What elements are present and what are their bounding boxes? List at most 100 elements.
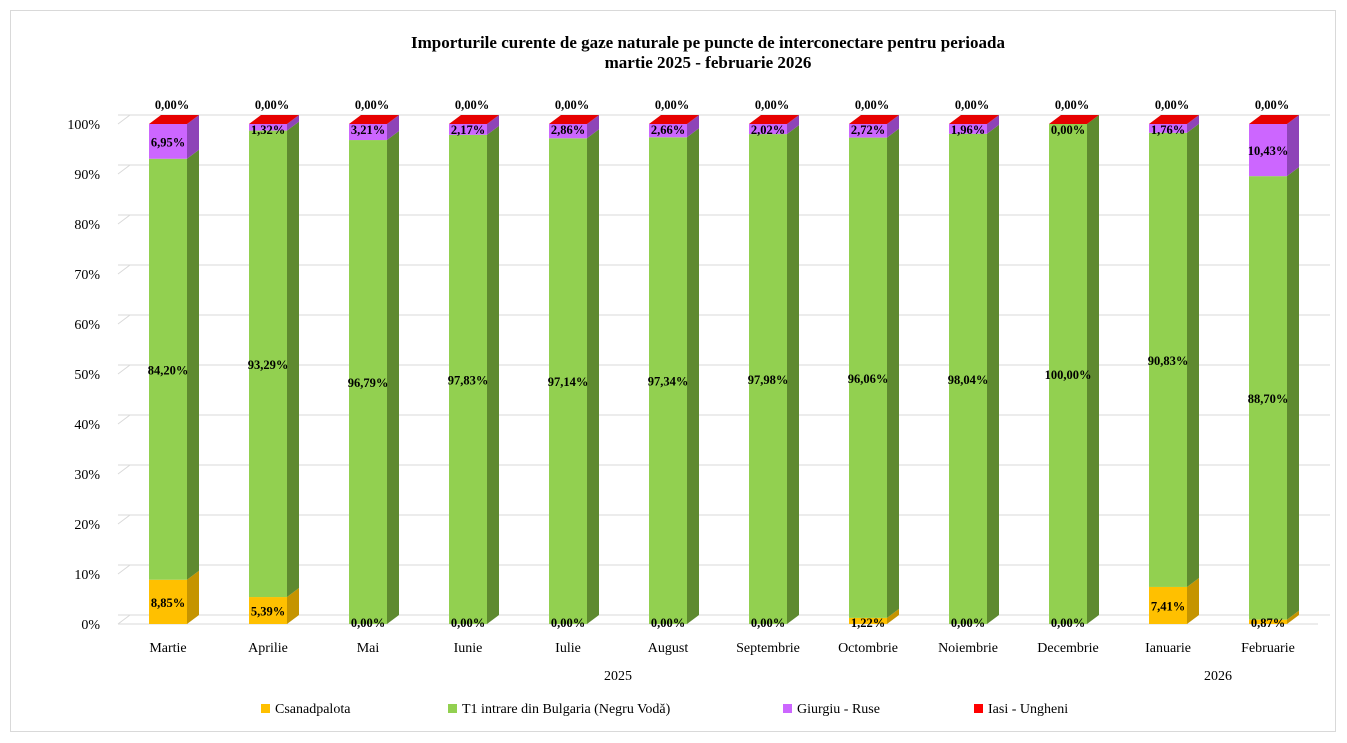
x-tick-label: Iulie [555, 641, 581, 656]
bar-side [987, 124, 999, 625]
bar-side [487, 125, 499, 624]
bar-front [649, 124, 687, 138]
bar-segment [449, 115, 499, 124]
data-label: 1,96% [951, 123, 985, 137]
data-label: 0,00% [1055, 98, 1089, 112]
data-label: 0,00% [651, 616, 685, 630]
legend-item: Giurgiu - Ruse [783, 702, 880, 717]
year-group-label: 2026 [1204, 669, 1232, 684]
gridlines [117, 114, 1330, 625]
bar-segment [949, 124, 999, 625]
legend-item: Iasi - Ungheni [974, 702, 1068, 717]
data-label: 90,83% [1148, 354, 1189, 368]
bar-front [549, 138, 587, 625]
bar-segment [1149, 115, 1199, 124]
data-label: 88,70% [1248, 392, 1289, 406]
bar-side [387, 131, 399, 625]
bar-side [287, 115, 299, 131]
bar-side [787, 125, 799, 624]
legend-label: T1 intrare din Bulgaria (Negru Vodă) [462, 702, 671, 717]
bar-segment [849, 608, 899, 624]
data-label: 0,87% [1251, 616, 1285, 630]
bar-top [749, 115, 799, 124]
data-label: 0,00% [955, 98, 989, 112]
x-tick-label: Noiembrie [938, 641, 998, 656]
gridline-depth [117, 414, 131, 425]
bar-top [949, 115, 999, 124]
x-tick-label: Mai [357, 641, 380, 656]
bar-segment [449, 115, 499, 135]
bar-segment [349, 115, 399, 124]
bar-segment [1249, 610, 1299, 624]
data-label: 0,00% [351, 616, 385, 630]
data-label: 1,32% [251, 123, 285, 137]
bar-side [1187, 123, 1199, 587]
bar-segment [949, 115, 999, 134]
legend-label: Iasi - Ungheni [988, 702, 1068, 717]
data-label: 0,00% [455, 98, 489, 112]
x-tick-label: August [648, 641, 689, 656]
year-group-label: 2025 [604, 669, 632, 684]
bar-side [187, 115, 199, 159]
bar-side [187, 570, 199, 624]
bar-segment [1149, 577, 1199, 624]
bar-segment [549, 115, 599, 139]
bar-front [249, 124, 287, 131]
bar-top [849, 115, 899, 124]
bar-front [249, 597, 287, 624]
bar-top [1249, 115, 1299, 124]
y-tick-label: 100% [67, 118, 100, 133]
bar-segment [149, 570, 199, 624]
bar-top [649, 115, 699, 124]
bar-front [949, 133, 987, 625]
data-label: 2,02% [751, 123, 785, 137]
y-tick-label: 30% [74, 468, 100, 483]
y-tick-label: 0% [81, 618, 100, 633]
bar-side [687, 128, 699, 625]
bar-side [287, 121, 299, 598]
bar-side [987, 115, 999, 134]
bar-front [1249, 619, 1287, 624]
bar-front [149, 158, 187, 580]
bar-front [149, 579, 187, 624]
bar-side [587, 115, 599, 139]
bar-segment [149, 115, 199, 124]
bar-side [887, 128, 899, 618]
data-label: 6,95% [151, 135, 185, 149]
bar-top [549, 115, 599, 124]
legend-label: Csanadpalota [275, 702, 351, 717]
data-label: 0,00% [451, 616, 485, 630]
bar-segment [849, 128, 899, 618]
x-tick-label: Martie [149, 641, 186, 656]
data-label: 7,41% [1151, 599, 1185, 613]
y-tick-label: 20% [74, 518, 100, 533]
bar-front [1149, 586, 1187, 624]
gridline-depth [117, 164, 131, 175]
data-label: 100,00% [1045, 368, 1092, 382]
data-label: 98,04% [948, 373, 989, 387]
data-label: 3,21% [351, 123, 385, 137]
data-label: 97,14% [548, 375, 589, 389]
data-label: 93,29% [248, 358, 289, 372]
bar-segment [249, 115, 299, 131]
chart-area [10, 10, 1336, 732]
data-label: 5,39% [251, 605, 285, 619]
y-tick-label: 10% [74, 568, 100, 583]
bar-top [149, 115, 199, 124]
bar-front [649, 137, 687, 625]
bar-front [449, 134, 487, 624]
bar-top [449, 115, 499, 124]
data-label: 1,76% [1151, 123, 1185, 137]
data-label: 97,98% [748, 373, 789, 387]
bar-front [149, 124, 187, 159]
gridline-depth [117, 214, 131, 225]
bar-segment [249, 115, 299, 124]
gridline-depth [117, 114, 131, 125]
bar-segment [149, 149, 199, 580]
bar-segment [649, 115, 699, 124]
y-tick-label: 80% [74, 218, 100, 233]
bar-segment [549, 115, 599, 124]
bar-front [249, 130, 287, 598]
bar-side [1287, 610, 1299, 624]
bar-segment [649, 115, 699, 138]
